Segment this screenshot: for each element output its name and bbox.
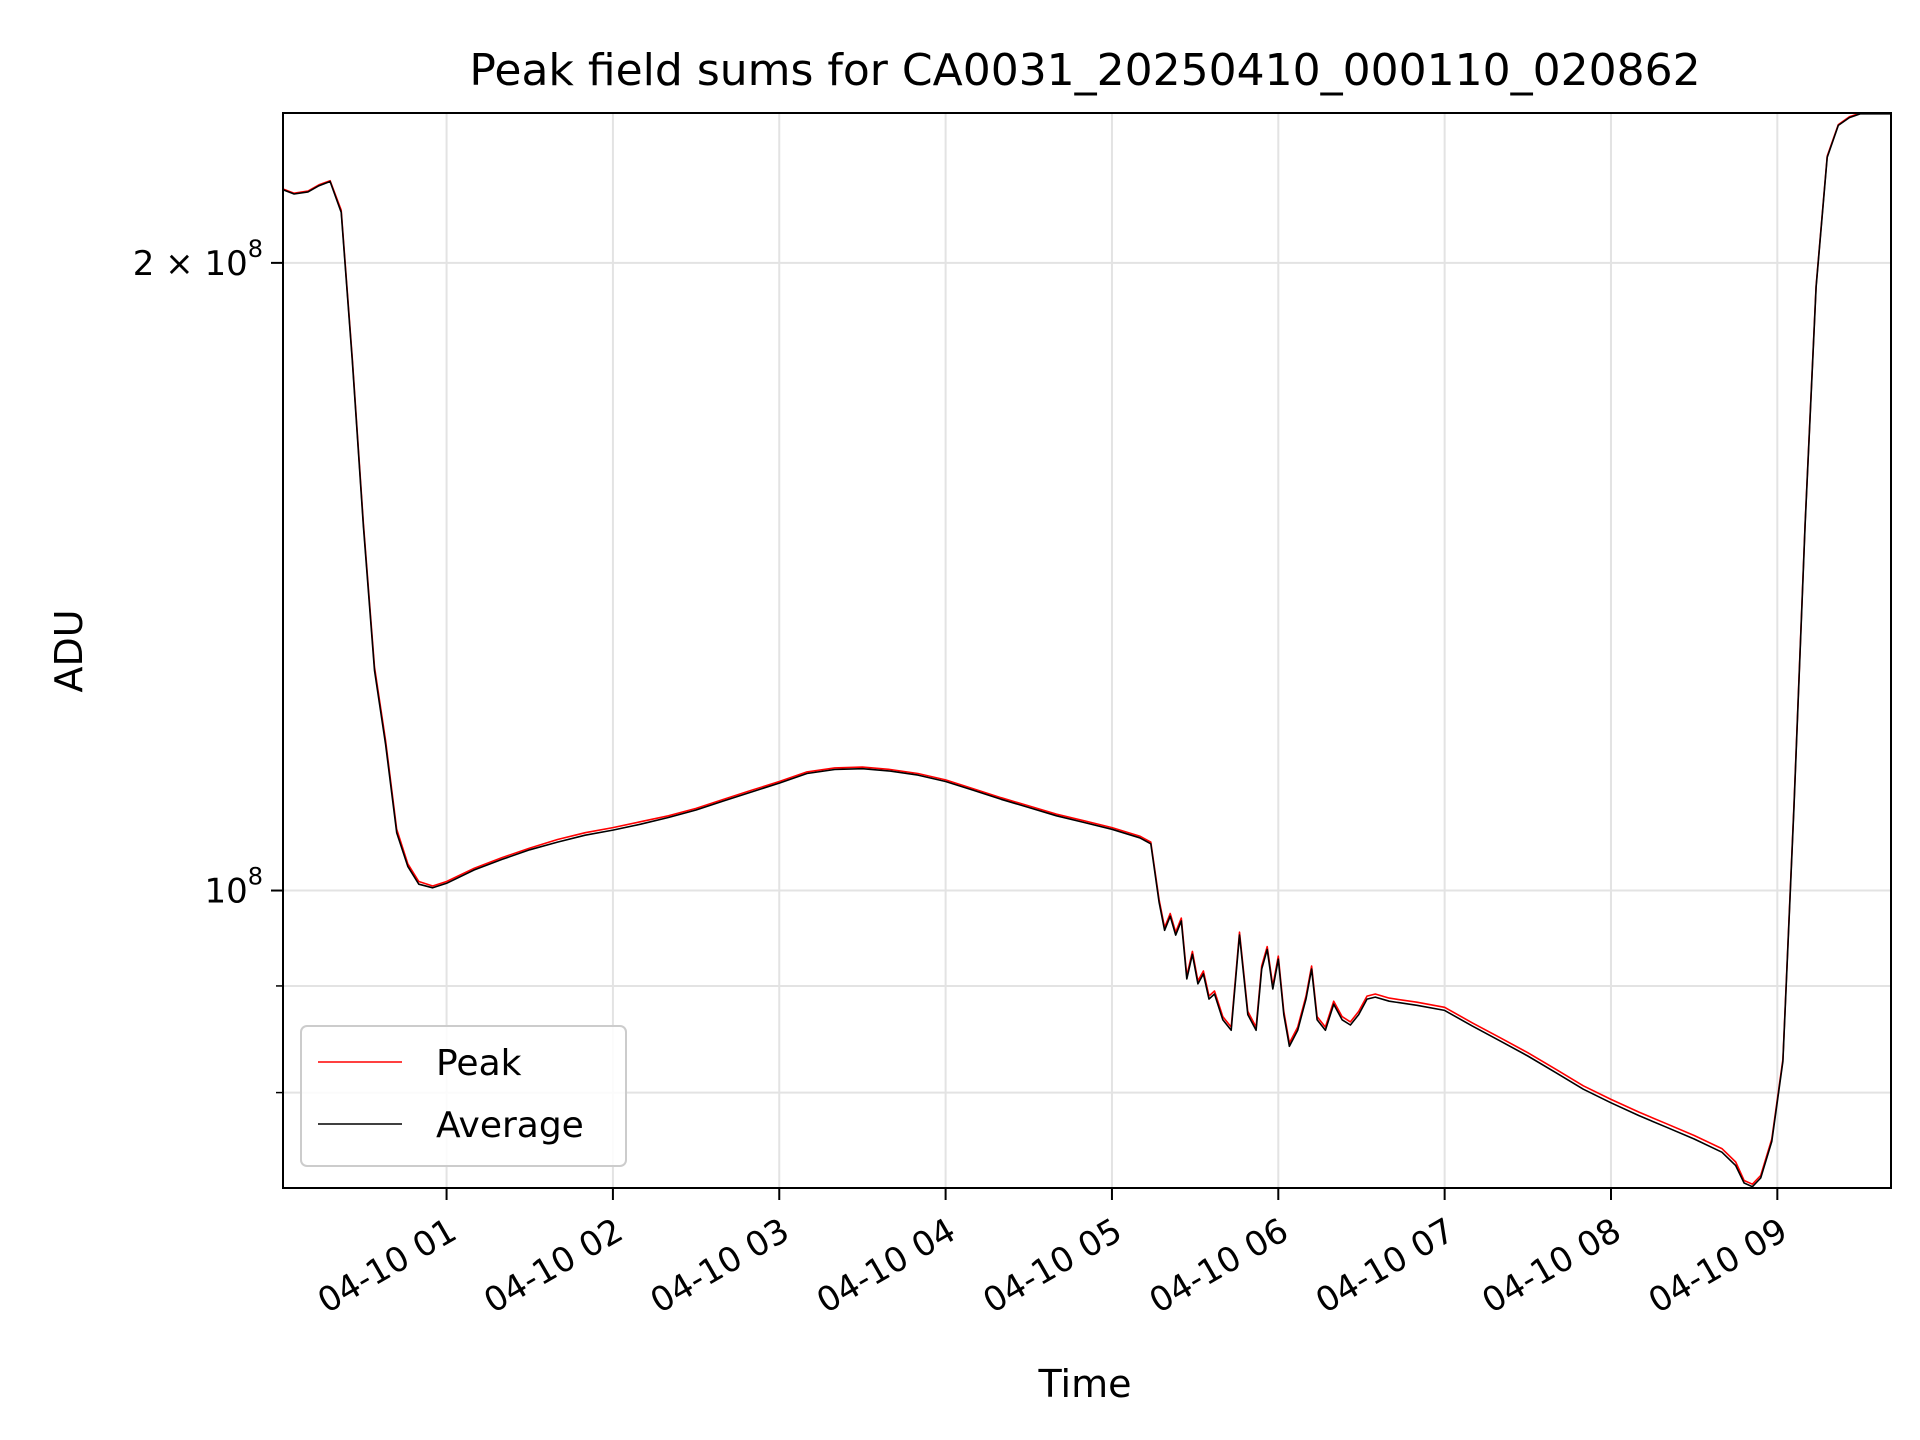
legend-label-average: Average [436,1105,584,1146]
y-tick-label: 2 × 108 [133,235,263,284]
x-tick-label: 04-10 05 [976,1211,1128,1322]
legend-box [300,1025,627,1167]
x-axis-label: Time [1038,1362,1132,1406]
x-tick-label: 04-10 03 [644,1211,796,1322]
y-axis-label: ADU [47,609,91,692]
x-tick-label: 04-10 01 [311,1211,463,1322]
x-tick-label: 04-10 02 [477,1211,629,1322]
y-tick-label-exponent: 8 [248,863,263,891]
series-line-peak [282,112,1891,1185]
x-tick-label: 04-10 04 [810,1211,962,1322]
y-tick-label-base: 10 [204,872,247,912]
y-tick-label-base: 2 × 10 [133,244,248,284]
x-tick-label: 04-10 06 [1143,1211,1295,1322]
y-tick-label-exponent: 8 [248,235,263,263]
x-axis: 04-10 01 04-10 02 04-10 03 04-10 04 04-10 05… [311,1188,1794,1322]
x-tick-label: 04-10 09 [1642,1211,1794,1322]
x-tick-label: 04-10 07 [1309,1211,1461,1322]
series-layer [282,112,1891,1188]
x-tick-label: 04-10 08 [1475,1211,1627,1322]
legend: Peak Average [300,1025,627,1167]
plot-frame [282,112,1892,1189]
chart-title: Peak field sums for CA0031_20250410_0001… [469,45,1700,96]
y-tick-label: 108 [204,863,263,912]
series-line-average [282,113,1891,1188]
legend-label-peak: Peak [436,1043,522,1084]
grid [283,113,1891,1188]
